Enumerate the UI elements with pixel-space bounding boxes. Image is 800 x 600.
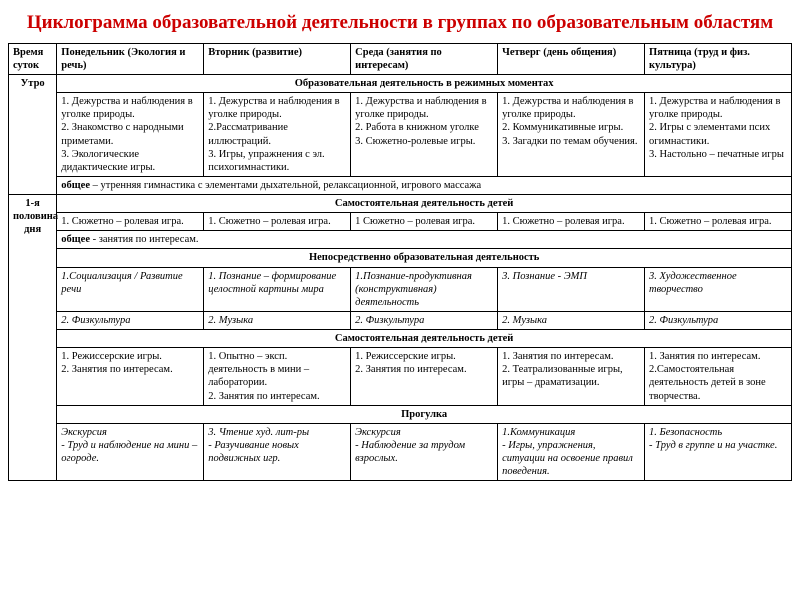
cyclogram-table: Время суток Понедельник (Экология и речь… (8, 43, 792, 482)
col-tue: Вторник (развитие) (204, 43, 351, 74)
cell: 1. Занятия по интересам.2.Самостоятельна… (645, 348, 792, 406)
cell: 2. Музыка (204, 311, 351, 329)
cell: 3. Познание - ЭМП (498, 267, 645, 311)
cell: 1. Дежурства и наблюдения в уголке приро… (498, 93, 645, 177)
cell: 1. Дежурства и наблюдения в уголке приро… (351, 93, 498, 177)
time-first-half: 1-я половина дня (9, 195, 57, 481)
time-morning: Утро (9, 75, 57, 195)
common-2: общее - занятия по интересам. (57, 231, 792, 249)
cell: 1. Опытно – эксп. деятельность в мини – … (204, 348, 351, 406)
cell: 3. Чтение худ. лит-ры- Разучивание новых… (204, 423, 351, 481)
cell: 1. Сюжетно – ролевая игра. (645, 213, 792, 231)
cell: 1 Сюжетно – ролевая игра. (351, 213, 498, 231)
table-row: 1. Сюжетно – ролевая игра. 1. Сюжетно – … (9, 213, 792, 231)
cell: 1. Дежурства и наблюдения в уголке приро… (57, 93, 204, 177)
cell: Экскурсия- Труд и наблюдение на мини – о… (57, 423, 204, 481)
cell: 1.Коммуникация- Игры, упражнения, ситуац… (498, 423, 645, 481)
section-3: Непосредственно образовательная деятельн… (57, 249, 792, 267)
cell: 1. Познание – формирование целостной кар… (204, 267, 351, 311)
section-5: Прогулка (57, 405, 792, 423)
col-wed: Среда (занятия по интересам) (351, 43, 498, 74)
section-4: Самостоятельная деятельность детей (57, 330, 792, 348)
col-thu: Четверг (день общения) (498, 43, 645, 74)
cell: 1. Дежурства и наблюдения в уголке приро… (645, 93, 792, 177)
cell: 3. Художественное творчество (645, 267, 792, 311)
cell: 2. Физкультура (645, 311, 792, 329)
cell: 1. Режиссерские игры.2. Занятия по интер… (57, 348, 204, 406)
page-title: Циклограмма образовательной деятельности… (8, 12, 792, 35)
cell: 1. Дежурства и наблюдения в уголке приро… (204, 93, 351, 177)
table-row: 2. Физкультура 2. Музыка 2. Физкультура … (9, 311, 792, 329)
cell: 1. Сюжетно – ролевая игра. (204, 213, 351, 231)
table-row: 1. Дежурства и наблюдения в уголке приро… (9, 93, 792, 177)
section-1: Образовательная деятельность в режимных … (57, 75, 792, 93)
section-2: Самостоятельная деятельность детей (57, 195, 792, 213)
cell: 1.Социализация / Развитие речи (57, 267, 204, 311)
common-1: общее – утренняя гимнастика с элементами… (57, 176, 792, 194)
table-row: 1.Социализация / Развитие речи 1. Познан… (9, 267, 792, 311)
cell: 2. Музыка (498, 311, 645, 329)
col-time: Время суток (9, 43, 57, 74)
col-fri: Пятница (труд и физ. культура) (645, 43, 792, 74)
cell: 1. Сюжетно – ролевая игра. (57, 213, 204, 231)
cell: 1. Безопасность- Труд в группе и на учас… (645, 423, 792, 481)
table-row: Экскурсия- Труд и наблюдение на мини – о… (9, 423, 792, 481)
cell: 1. Занятия по интересам.2. Театрализован… (498, 348, 645, 406)
header-row: Время суток Понедельник (Экология и речь… (9, 43, 792, 74)
cell: 1.Познание-продуктивная (конструктивная)… (351, 267, 498, 311)
cell: Экскурсия- Наблюдение за трудом взрослых… (351, 423, 498, 481)
col-mon: Понедельник (Экология и речь) (57, 43, 204, 74)
cell: 1. Сюжетно – ролевая игра. (498, 213, 645, 231)
table-row: 1. Режиссерские игры.2. Занятия по интер… (9, 348, 792, 406)
cell: 2. Физкультура (57, 311, 204, 329)
cell: 2. Физкультура (351, 311, 498, 329)
cell: 1. Режиссерские игры.2. Занятия по интер… (351, 348, 498, 406)
